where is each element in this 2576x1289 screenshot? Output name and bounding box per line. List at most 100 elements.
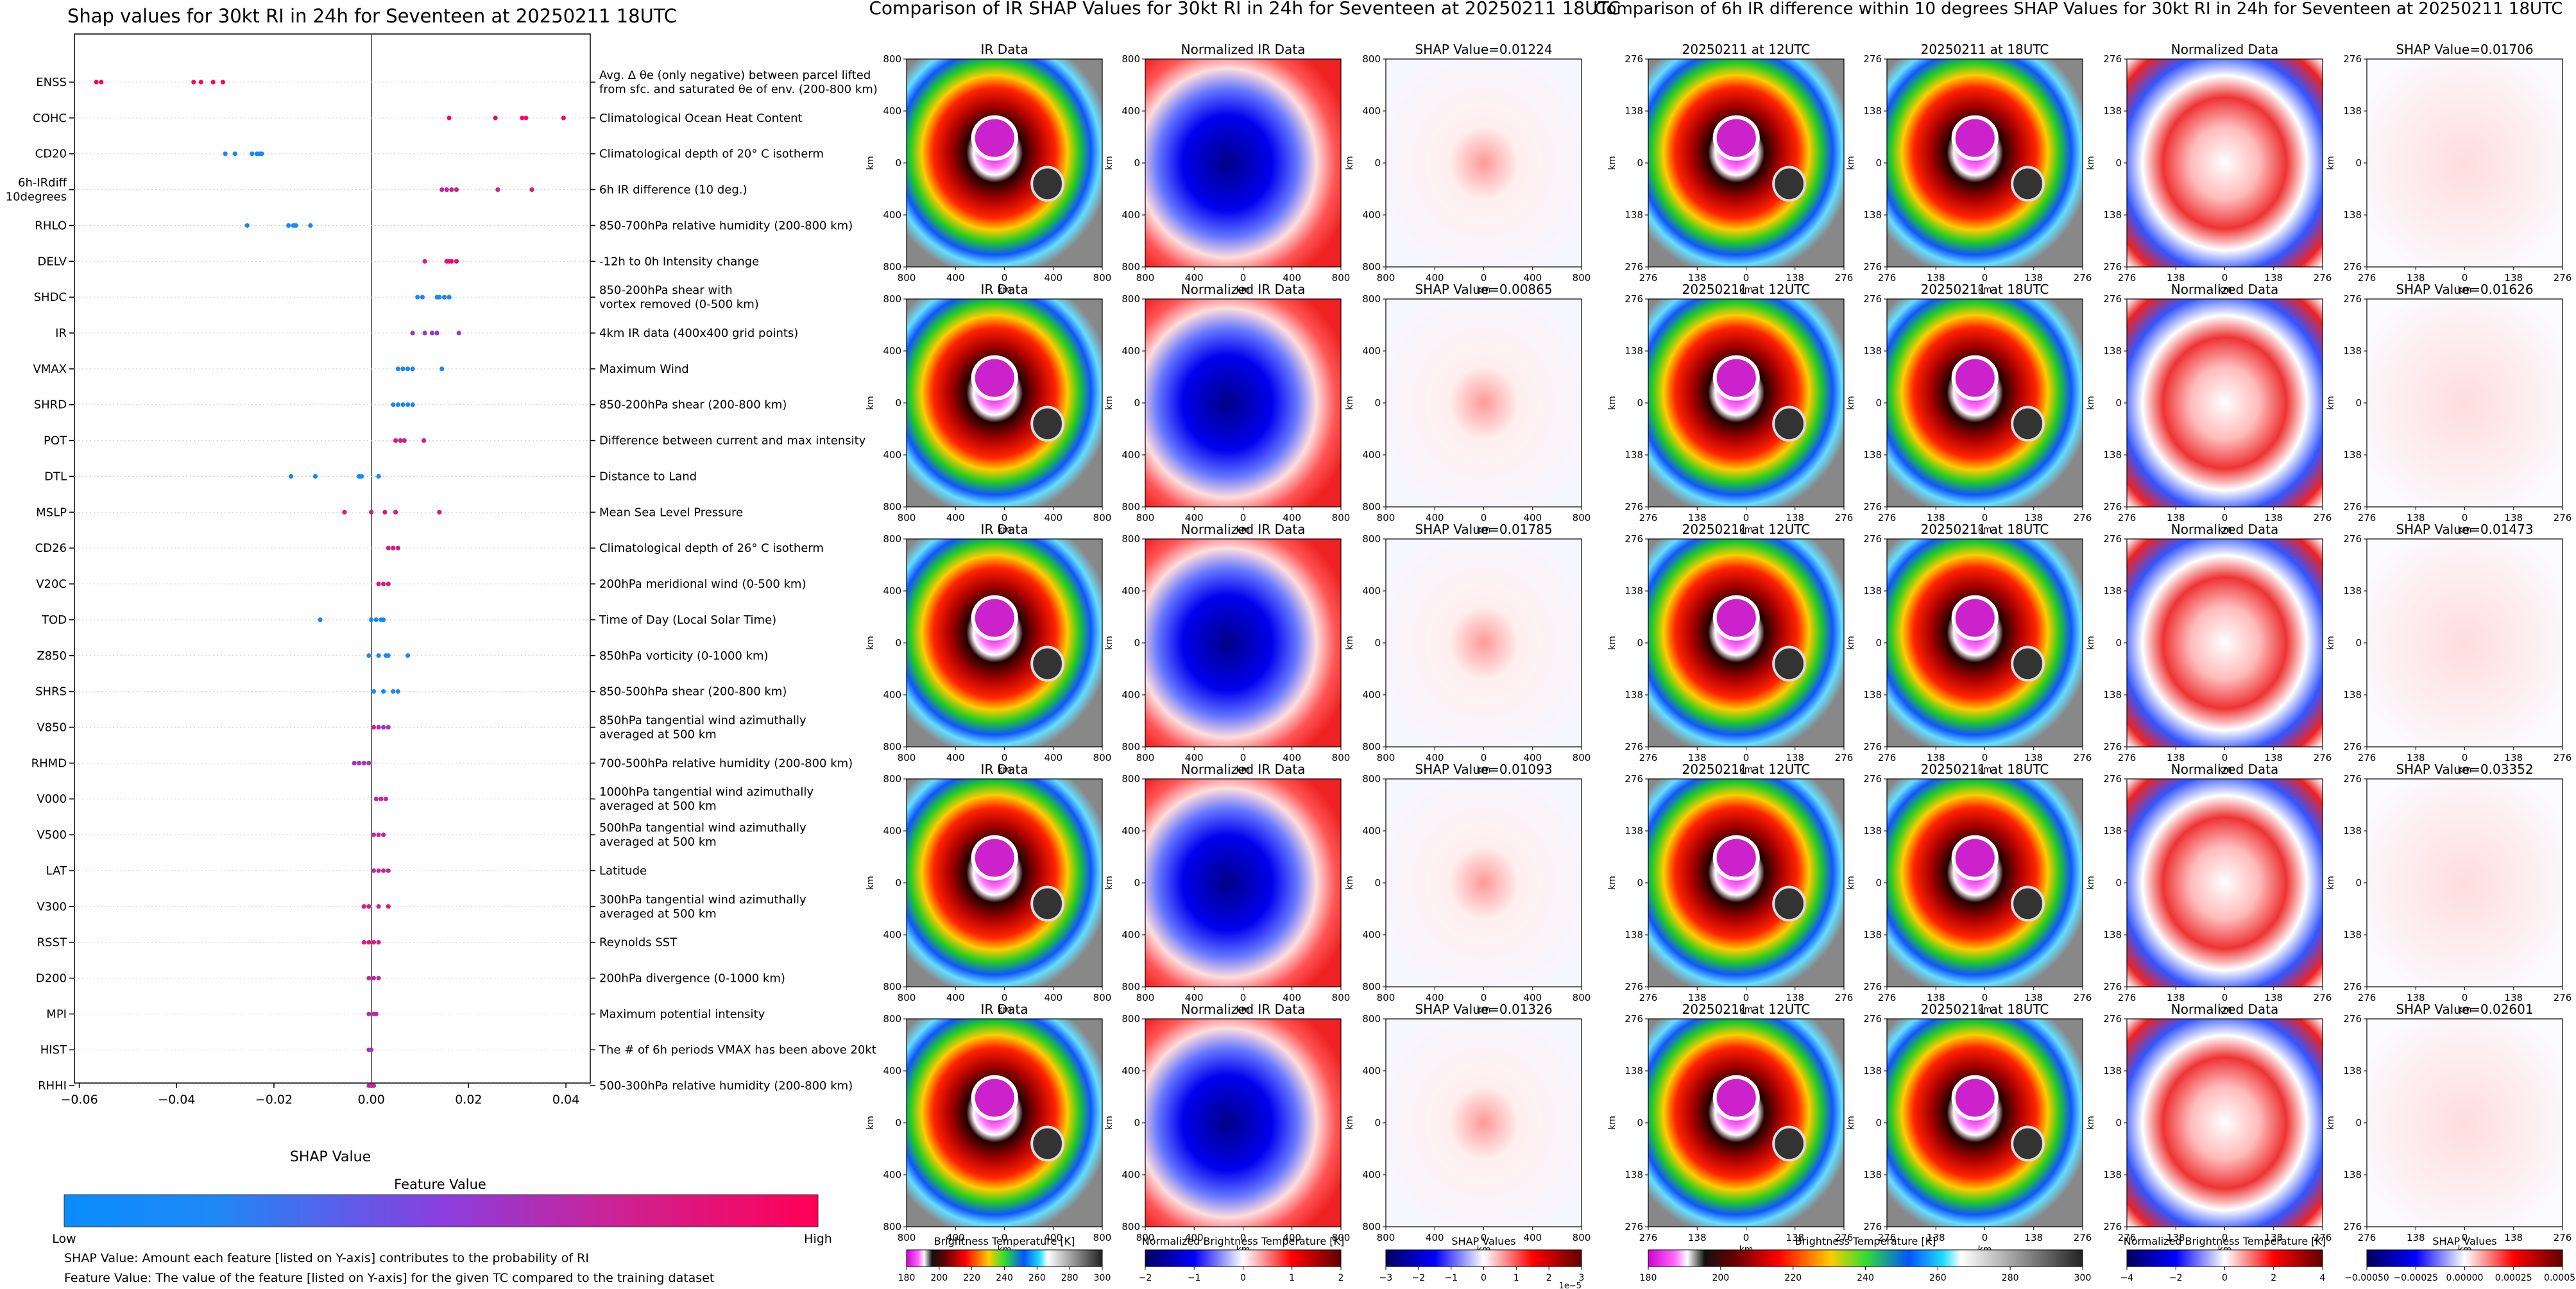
axis-label: km bbox=[1846, 156, 1856, 170]
tick-label: 138 bbox=[2167, 752, 2185, 764]
tick-label: −3 bbox=[1379, 1273, 1393, 1283]
subplot-title: SHAP Value=0.01093 bbox=[1415, 762, 1552, 777]
shap-point bbox=[422, 330, 427, 336]
tick-label: 400 bbox=[1283, 1232, 1301, 1243]
colorbar-label: SHAP Values bbox=[2432, 1235, 2496, 1247]
axis-label: km bbox=[1739, 1005, 1753, 1015]
axis-label: km bbox=[1236, 525, 1250, 535]
x-tick-label: 0.02 bbox=[455, 1093, 482, 1107]
x-tick-label: −0.04 bbox=[158, 1093, 195, 1107]
tick-label: 138 bbox=[1863, 689, 1882, 701]
subplot-title: 20250211 at 12UTC bbox=[1682, 762, 1811, 777]
tick-label: 0 bbox=[1240, 1273, 1246, 1283]
subplot-title: SHAP Value=0.01224 bbox=[1415, 42, 1552, 57]
norm2-image bbox=[2127, 299, 2323, 507]
shap-point bbox=[223, 151, 228, 157]
shap-point bbox=[191, 80, 196, 85]
tick-label: 800 bbox=[1573, 992, 1591, 1003]
tick-label: 800 bbox=[1362, 501, 1381, 513]
colorbar-title: Feature Value bbox=[394, 1177, 486, 1192]
cold-cloud bbox=[1772, 885, 1807, 922]
shap-image bbox=[1386, 539, 1582, 747]
feature-label: HIST bbox=[40, 1043, 67, 1057]
colorbar bbox=[1145, 1249, 1342, 1267]
shap-point bbox=[415, 295, 420, 300]
axis-label: km bbox=[2086, 636, 2096, 650]
tick-label: 276 bbox=[1863, 53, 1882, 65]
tick-label: 276 bbox=[2358, 992, 2376, 1003]
axis-label: km bbox=[1846, 876, 1856, 890]
tick-label: 200 bbox=[1712, 1273, 1729, 1283]
feature-description: Maximum Wind bbox=[599, 363, 689, 376]
tick-label: 0 bbox=[1134, 1117, 1140, 1129]
storm-eye bbox=[971, 355, 1018, 401]
tick-label: 0 bbox=[1875, 157, 1882, 169]
tick-label: 138 bbox=[2407, 512, 2425, 524]
storm-eye bbox=[1951, 355, 1999, 401]
axis-label: km bbox=[1607, 876, 1617, 890]
tick-label: 400 bbox=[1122, 1169, 1140, 1181]
tick-label: 138 bbox=[2343, 585, 2362, 597]
tick-label: 2 bbox=[2271, 1273, 2276, 1283]
axis-label: km bbox=[866, 156, 876, 170]
tick-label: 276 bbox=[1878, 752, 1897, 764]
shap-point bbox=[220, 80, 225, 85]
tick-label: 276 bbox=[2343, 261, 2362, 273]
shap-point bbox=[244, 223, 250, 228]
axis-label: km bbox=[2326, 636, 2336, 650]
tick-label: 138 bbox=[2264, 272, 2283, 284]
tick-label: 0 bbox=[1374, 637, 1381, 649]
shap-point bbox=[391, 689, 396, 694]
shap-point bbox=[391, 545, 396, 551]
tick-label: 400 bbox=[1185, 1232, 1204, 1243]
tick-label: 800 bbox=[1573, 272, 1591, 284]
norm-image bbox=[1145, 539, 1341, 747]
shap-point bbox=[447, 115, 452, 121]
tick-label: 0 bbox=[1374, 157, 1381, 169]
shap-point bbox=[318, 617, 323, 622]
tick-label: 800 bbox=[883, 533, 901, 545]
tick-label: 400 bbox=[1185, 752, 1204, 764]
tick-label: 276 bbox=[1835, 272, 1854, 284]
tick-label: 800 bbox=[1122, 533, 1140, 545]
tick-label: 2 bbox=[1338, 1273, 1344, 1283]
tick-label: 138 bbox=[1863, 209, 1882, 221]
tick-label: 0 bbox=[2462, 992, 2468, 1003]
shap-point bbox=[198, 80, 203, 85]
tick-label: 800 bbox=[1136, 752, 1155, 764]
axis-label: km bbox=[1739, 285, 1753, 295]
tick-label: 138 bbox=[2504, 1232, 2523, 1243]
feature-description: Distance to Land bbox=[599, 470, 697, 483]
tick-label: 0 bbox=[1481, 752, 1487, 764]
tick-label: 1 bbox=[1289, 1273, 1295, 1283]
feature-value-colorbar bbox=[64, 1194, 819, 1227]
tick-label: 138 bbox=[1625, 209, 1643, 221]
shap-point bbox=[376, 940, 381, 945]
shap-point bbox=[449, 187, 454, 192]
shap-point bbox=[454, 259, 459, 264]
tick-label: 138 bbox=[2167, 992, 2185, 1003]
x-axis-label: SHAP Value bbox=[290, 1149, 371, 1165]
tick-label: 800 bbox=[1093, 512, 1112, 524]
shap-point bbox=[379, 796, 384, 801]
subplot-title: Normalized Data bbox=[2171, 522, 2279, 537]
tick-label: 400 bbox=[883, 825, 901, 837]
norm2-image bbox=[2127, 539, 2323, 747]
ir-image bbox=[907, 59, 1102, 267]
tick-label: 400 bbox=[1523, 272, 1542, 284]
tick-label: 0 bbox=[2115, 397, 2122, 409]
tick-label: 0 bbox=[2355, 637, 2362, 649]
tick-label: 400 bbox=[1185, 512, 1204, 524]
tick-label: −4 bbox=[2120, 1273, 2134, 1283]
axis-label: km bbox=[866, 636, 876, 650]
tick-label: 138 bbox=[2343, 825, 2362, 837]
tick-label: 0 bbox=[2222, 1273, 2228, 1283]
tick-label: 0 bbox=[895, 157, 901, 169]
norm2-image bbox=[2127, 779, 2323, 987]
tick-label: 180 bbox=[898, 1273, 916, 1283]
shap-point bbox=[422, 259, 427, 264]
shap-point bbox=[405, 366, 411, 371]
shap-point bbox=[421, 438, 427, 443]
tick-label: 800 bbox=[1377, 1232, 1395, 1243]
tick-label: 400 bbox=[1362, 585, 1381, 597]
